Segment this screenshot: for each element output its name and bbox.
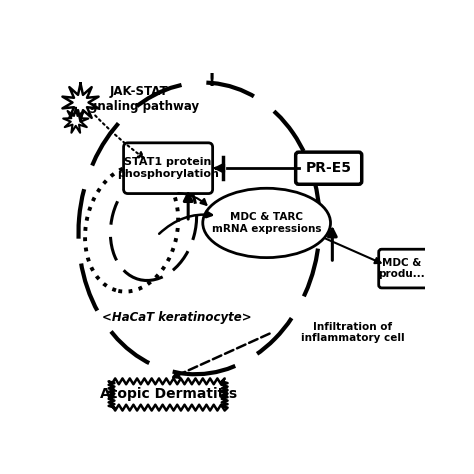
Text: <HaCaT keratinocyte>: <HaCaT keratinocyte> — [102, 311, 252, 324]
Ellipse shape — [203, 188, 330, 258]
Polygon shape — [109, 378, 228, 410]
Polygon shape — [63, 83, 99, 121]
Text: MDC &
produ...: MDC & produ... — [378, 258, 425, 279]
Text: Atopic Dermatitis: Atopic Dermatitis — [100, 387, 237, 401]
Text: Infiltration of
inflammatory cell: Infiltration of inflammatory cell — [301, 322, 404, 343]
Text: PR-E5: PR-E5 — [306, 161, 352, 175]
Text: MDC & TARC
mRNA expressions: MDC & TARC mRNA expressions — [212, 212, 321, 234]
Text: !: ! — [208, 72, 216, 90]
FancyBboxPatch shape — [296, 152, 362, 184]
Polygon shape — [63, 108, 88, 133]
FancyBboxPatch shape — [379, 249, 432, 288]
FancyBboxPatch shape — [124, 143, 213, 193]
Text: STAT1 protein
phosphorylation: STAT1 protein phosphorylation — [117, 157, 219, 179]
Text: JAK-STAT
signaling pathway: JAK-STAT signaling pathway — [78, 85, 200, 113]
